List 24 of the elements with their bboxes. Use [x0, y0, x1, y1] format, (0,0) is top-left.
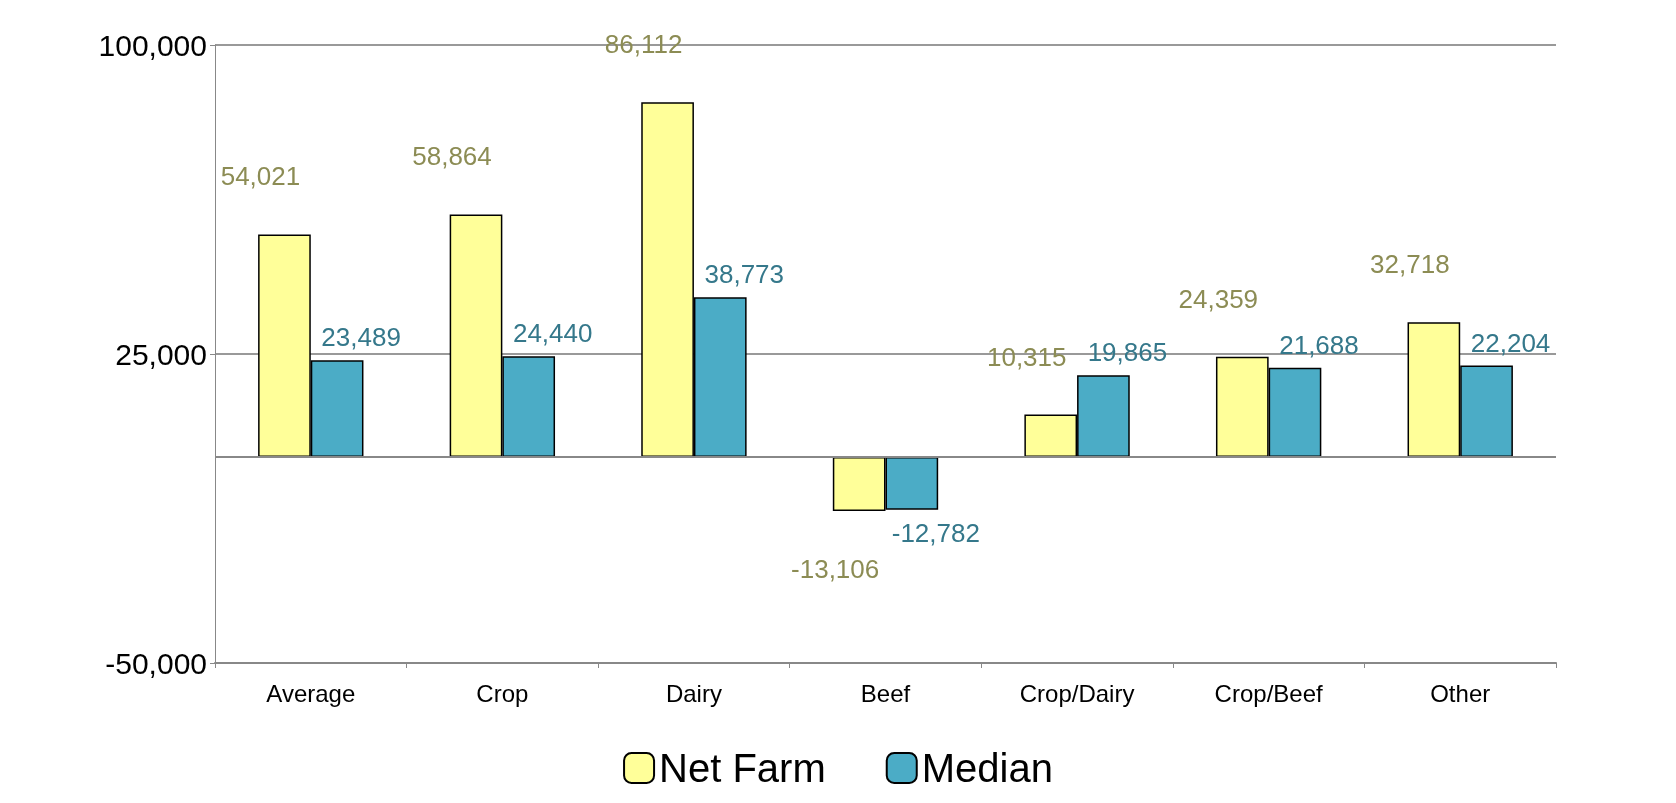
data-label: 24,440	[512, 318, 593, 349]
x-tick-label: Beef	[860, 679, 911, 707]
data-label: 21,688	[1279, 329, 1359, 360]
x-tick-label: Crop/Beef	[1214, 679, 1323, 707]
data-label: 22,204	[1470, 327, 1551, 358]
x-tick-label: Other	[1430, 679, 1491, 707]
legend-label: Median	[921, 746, 1053, 790]
y-tick-label: -50,000	[105, 646, 207, 680]
legend-label: Net Farm	[659, 746, 826, 790]
data-label: -13,106	[791, 554, 880, 584]
data-label: 38,773	[704, 259, 785, 290]
x-tick-label: Crop/Dairy	[1019, 679, 1135, 707]
data-label: 24,359	[1178, 283, 1259, 314]
data-label: 19,865	[1087, 337, 1168, 368]
x-tick-label: Average	[266, 679, 356, 707]
x-tick-label: Crop	[476, 679, 529, 707]
data-label: 54,021	[220, 161, 301, 192]
data-label: 32,718	[1370, 249, 1450, 280]
data-label: -12,782	[891, 517, 980, 548]
x-tick-label: Dairy	[665, 679, 722, 707]
data-label: 58,864	[412, 141, 492, 172]
y-tick-label: 100,000	[98, 28, 207, 62]
y-tick-label: 25,000	[115, 337, 207, 371]
data-label: 23,489	[321, 322, 401, 353]
